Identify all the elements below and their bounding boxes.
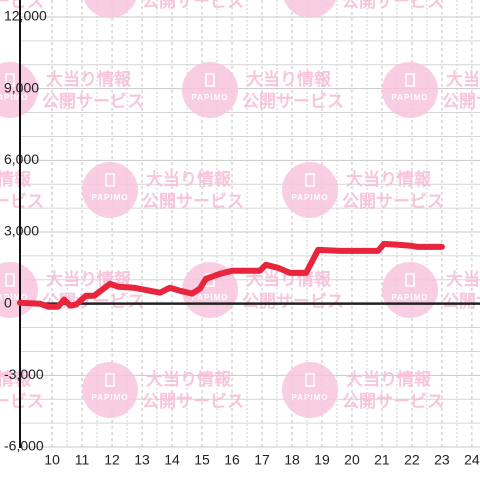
watermarks: PAPIMO大当り情報公開サービスPAPIMO大当り情報公開サービスPAPIMO… (0, 0, 480, 418)
x-tick-label: 17 (254, 452, 270, 468)
watermark-logo: PAPIMO (92, 0, 129, 2)
watermark-circle (382, 262, 438, 318)
watermark-text: 公開サービス (442, 92, 480, 112)
watermark-text: 大当り情報 (0, 369, 32, 390)
watermark-logo: PAPIMO (92, 393, 129, 402)
x-tick-label: 21 (374, 452, 390, 468)
watermark-text: 公開サービス (342, 392, 444, 412)
x-tick-label: 22 (404, 452, 420, 468)
x-tick-label: 13 (134, 452, 150, 468)
watermark-text: 公開サービス (442, 292, 480, 312)
x-tick-label: 19 (314, 452, 330, 468)
watermark-text: 公開サービス (142, 392, 244, 412)
watermark-circle (82, 362, 138, 418)
watermark-text: 大当り情報 (146, 169, 232, 190)
watermark-circle (282, 362, 338, 418)
watermark-icon (5, 73, 15, 87)
watermark-text: 大当り情報 (0, 169, 32, 190)
y-tick-label: 3,000 (4, 223, 39, 239)
x-tick-label: 16 (224, 452, 240, 468)
watermark-logo: PAPIMO (192, 293, 229, 302)
watermark-text: 公開サービス (342, 0, 444, 12)
watermark-text: 公開サービス (142, 192, 244, 212)
watermark-icon (305, 173, 315, 187)
watermark-circle (282, 162, 338, 218)
y-tick-label: -3,000 (4, 366, 44, 382)
watermark-text: 公開サービス (42, 92, 144, 112)
watermark-icon (405, 273, 415, 287)
y-tick-label: -6,000 (4, 438, 44, 454)
x-tick-label: 18 (284, 452, 300, 468)
watermark-icon (105, 373, 115, 387)
y-tick-label: 6,000 (4, 151, 39, 167)
watermark-text: 公開サービス (242, 292, 344, 312)
watermark-text: 大当り情報 (46, 69, 132, 90)
y-tick-label: 12,000 (4, 8, 47, 24)
watermark-text: 公開サービス (0, 392, 44, 412)
watermark-text: 大当り情報 (246, 269, 332, 290)
watermark-circle (82, 162, 138, 218)
watermark-text: 大当り情報 (346, 369, 432, 390)
x-tick-label: 20 (344, 452, 360, 468)
watermark-logo: PAPIMO (292, 193, 329, 202)
x-tick-label: 24 (464, 452, 480, 468)
watermark-logo: PAPIMO (392, 293, 429, 302)
watermark-circle (283, 0, 337, 18)
watermark-logo: PAPIMO (292, 0, 329, 2)
x-tick-label: 11 (75, 452, 90, 468)
watermark-logo: PAPIMO (0, 93, 28, 102)
watermark-logo: PAPIMO (192, 93, 229, 102)
watermark-icon (5, 273, 15, 287)
watermark-circle (83, 0, 137, 18)
watermark-text: 大当り情報 (246, 69, 332, 90)
x-tick-label: 10 (44, 452, 60, 468)
watermark-circle (182, 62, 238, 118)
watermark-circle (382, 62, 438, 118)
watermark-icon (205, 73, 215, 87)
x-tick-label: 23 (434, 452, 450, 468)
watermark-text: 公開サービス (142, 0, 244, 12)
watermark-text: 公開サービス (342, 192, 444, 212)
watermark-text: 公開サービス (242, 92, 344, 112)
watermark-text: 大当り情報 (446, 269, 480, 290)
watermark-icon (405, 73, 415, 87)
watermark-icon (305, 373, 315, 387)
watermark-logo: PAPIMO (92, 193, 129, 202)
data-line (17, 240, 445, 310)
x-tick-label: 12 (104, 452, 120, 468)
watermark-logo: PAPIMO (292, 393, 329, 402)
watermark-text: 大当り情報 (446, 69, 480, 90)
watermark-icon (105, 173, 115, 187)
watermark-logo: PAPIMO (392, 93, 429, 102)
watermark-text: 大当り情報 (146, 369, 232, 390)
watermark-text: 公開サービス (0, 192, 44, 212)
watermark-circle (0, 62, 38, 118)
y-tick-label: 9,000 (4, 79, 39, 95)
watermark-text: 大当り情報 (346, 169, 432, 190)
watermark-text: 公開サービス (0, 0, 44, 12)
x-tick-label: 15 (194, 452, 210, 468)
watermark-logo: PAPIMO (0, 293, 28, 302)
y-tick-label: 0 (4, 294, 12, 310)
x-tick-label: 14 (164, 452, 180, 468)
